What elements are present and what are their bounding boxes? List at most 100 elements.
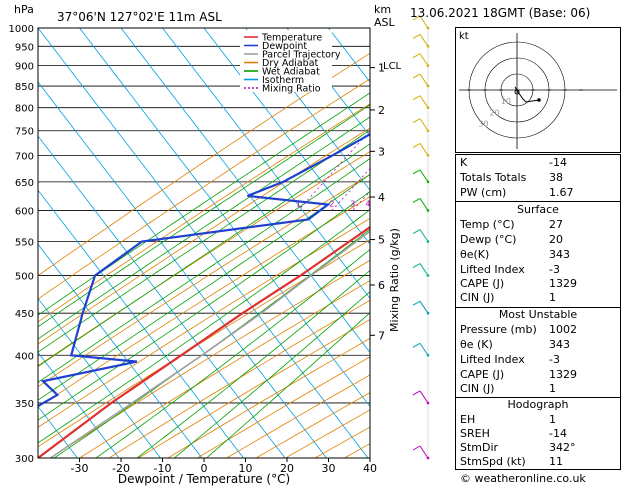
- hodo-row: EH 1: [460, 413, 556, 426]
- index-row: Totals Totals 38: [460, 171, 563, 184]
- hodograph-ring-label: 20: [490, 108, 500, 117]
- x-tick-label: -30: [71, 462, 89, 475]
- isotherm-line: [120, 28, 370, 354]
- hodograph-stats-title: Hodograph: [507, 398, 569, 411]
- x-tick-label: 0: [201, 462, 208, 475]
- pressure-unit: hPa: [14, 3, 34, 16]
- pressure-tick-label: 500: [15, 272, 34, 283]
- storm-motion-marker: [514, 89, 520, 95]
- temperature-curve: [38, 225, 370, 458]
- surface-row: CAPE (J) 1329: [460, 277, 577, 290]
- surface-row: Dewp (°C) 20: [460, 233, 563, 246]
- dry-adiabat: [38, 52, 370, 277]
- pressure-tick-label: 350: [15, 399, 34, 410]
- pressure-tick-label: 400: [15, 351, 34, 362]
- hodograph-end-dot: [537, 98, 541, 102]
- dry-adiabat: [38, 217, 370, 428]
- pressure-tick-label: 600: [15, 206, 34, 217]
- x-axis-label: Dewpoint / Temperature (°C): [118, 472, 290, 486]
- pressure-tick-label: 450: [15, 309, 34, 320]
- mixing-ratio-line: [331, 167, 370, 211]
- wind-dot: [426, 154, 430, 157]
- hodograph-ring-label: 30: [478, 120, 488, 129]
- isotherm-line: [38, 405, 78, 458]
- dry-adiabat: [79, 280, 370, 458]
- wind-barb: [419, 118, 429, 132]
- dry-adiabat: [38, 127, 370, 345]
- height-ref: ASL: [374, 16, 396, 29]
- wet-adiabat: [206, 312, 370, 458]
- wind-dot: [426, 311, 430, 315]
- hodograph-trace: [514, 86, 540, 103]
- height-tick-label: 7: [378, 329, 385, 342]
- height-tick-label: 4: [378, 191, 385, 204]
- isotherm-line: [38, 28, 369, 458]
- wind-barb-feather: [412, 390, 421, 396]
- location-label: 37°06'N 127°02'E 11m ASL: [57, 10, 222, 24]
- surface-row: CIN (J) 1: [460, 291, 556, 304]
- wind-barb: [419, 34, 429, 47]
- wet-adiabat: [38, 190, 370, 421]
- wind-barb: [419, 73, 429, 87]
- dry-adiabat: [38, 78, 370, 300]
- wind-dot: [426, 401, 430, 405]
- wind-barb: [419, 300, 429, 314]
- wind-dot: [426, 84, 430, 88]
- wet-adiabat: [38, 129, 370, 353]
- mixing-ratio-label: 8: [404, 199, 409, 208]
- wet-adiabat: [95, 249, 370, 458]
- surface-title: Surface: [517, 203, 559, 216]
- x-tick-label: 20: [280, 462, 294, 475]
- wind-barb-feather: [412, 198, 421, 203]
- wind-dot: [426, 106, 430, 109]
- height-tick-label: 2: [378, 104, 385, 117]
- wet-adiabat: [38, 104, 370, 328]
- wind-barb: [419, 169, 429, 183]
- x-tick-label: 10: [239, 462, 253, 475]
- dry-adiabat: [38, 151, 370, 367]
- mixing-ratio-line: [390, 28, 455, 210]
- mixing-ratio-line: [367, 207, 370, 211]
- wind-barb: [419, 95, 429, 108]
- dry-adiabat: [38, 239, 370, 448]
- wind-barb: [419, 445, 429, 459]
- index-row: K -14: [460, 156, 567, 169]
- wind-barb-feather: [412, 142, 421, 148]
- mixing-ratio-label: 6: [388, 199, 393, 208]
- wind-barb: [419, 390, 429, 404]
- dry-adiabat: [49, 259, 370, 458]
- wind-dot: [426, 129, 430, 133]
- dewpoint-curve: [38, 132, 370, 408]
- wet-adiabat: [136, 269, 370, 458]
- lcl-label: LCL: [383, 61, 402, 72]
- wind-barb: [419, 53, 429, 66]
- indices-panel: K -14 Totals Totals 38 PW (cm) 1.67 Surface…: [455, 154, 621, 470]
- wind-barb: [419, 143, 429, 156]
- surface-row: Lifted Index -3: [460, 263, 560, 276]
- dry-adiabat: [38, 173, 370, 388]
- dry-adiabat: [167, 337, 370, 458]
- wind-barb: [419, 229, 429, 242]
- pressure-tick-label: 1000: [9, 24, 34, 35]
- wind-barb-feather: [412, 73, 421, 79]
- y-axis-label: Mixing Ratio (g/kg): [388, 228, 401, 332]
- mu-row: CAPE (J) 1329: [460, 368, 577, 381]
- datetime-label: 13.06.2021 18GMT (Base: 06): [410, 6, 591, 20]
- wet-adiabat: [38, 143, 370, 368]
- surface-row: θe(K) 343: [460, 248, 570, 261]
- legend-label: Mixing Ratio: [262, 84, 321, 95]
- dry-adiabat: [138, 319, 370, 458]
- legend-label: Dry Adiabat: [262, 58, 319, 69]
- hodograph-stats-box: [455, 397, 621, 470]
- height-tick-label: 6: [378, 279, 385, 292]
- wind-barb-feather: [412, 33, 421, 39]
- legend-label: Wet Adiabat: [262, 67, 320, 78]
- isotherm-line: [162, 28, 370, 300]
- isotherm-line: [38, 351, 120, 458]
- index-row: PW (cm) 1.67: [460, 186, 574, 199]
- mu-row: θe (K) 343: [460, 338, 570, 351]
- mixing-ratio-line: [407, 28, 455, 210]
- pressure-tick-label: 650: [15, 178, 34, 189]
- legend-label: Dewpoint: [262, 41, 307, 52]
